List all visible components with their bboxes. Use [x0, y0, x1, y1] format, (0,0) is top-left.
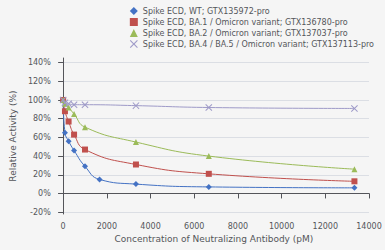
svg-text:140%: 140%: [28, 58, 51, 67]
svg-text:80%: 80%: [33, 114, 51, 123]
svg-text:60%: 60%: [33, 133, 51, 142]
svg-text:Concentration of Neutralizing: Concentration of Neutralizing Antibody (…: [114, 234, 313, 244]
svg-text:14000: 14000: [356, 222, 381, 231]
svg-text:2000: 2000: [97, 222, 117, 231]
svg-text:0: 0: [61, 222, 66, 231]
svg-text:0%: 0%: [38, 189, 51, 198]
svg-text:Spike ECD, BA.1 / Omicron vari: Spike ECD, BA.1 / Omicron variant; GTX13…: [143, 18, 348, 27]
svg-text:8000: 8000: [228, 222, 248, 231]
svg-text:20%: 20%: [33, 170, 51, 179]
svg-text:Relative Activity (%): Relative Activity (%): [8, 90, 18, 181]
svg-text:12000: 12000: [313, 222, 338, 231]
svg-text:Spike ECD, BA.4 / BA.5 / Omicr: Spike ECD, BA.4 / BA.5 / Omicron variant…: [143, 40, 374, 49]
svg-text:40%: 40%: [33, 152, 51, 161]
svg-text:4000: 4000: [140, 222, 160, 231]
svg-text:-20%: -20%: [30, 208, 51, 217]
svg-text:100%: 100%: [28, 96, 51, 105]
svg-text:Spike ECD, WT; GTX135972-pro: Spike ECD, WT; GTX135972-pro: [143, 7, 270, 16]
svg-text:10000: 10000: [269, 222, 294, 231]
svg-text:120%: 120%: [28, 77, 51, 86]
svg-text:Spike ECD, BA.2 / Omicron vari: Spike ECD, BA.2 / Omicron variant; GTX13…: [143, 29, 348, 38]
svg-text:6000: 6000: [184, 222, 204, 231]
